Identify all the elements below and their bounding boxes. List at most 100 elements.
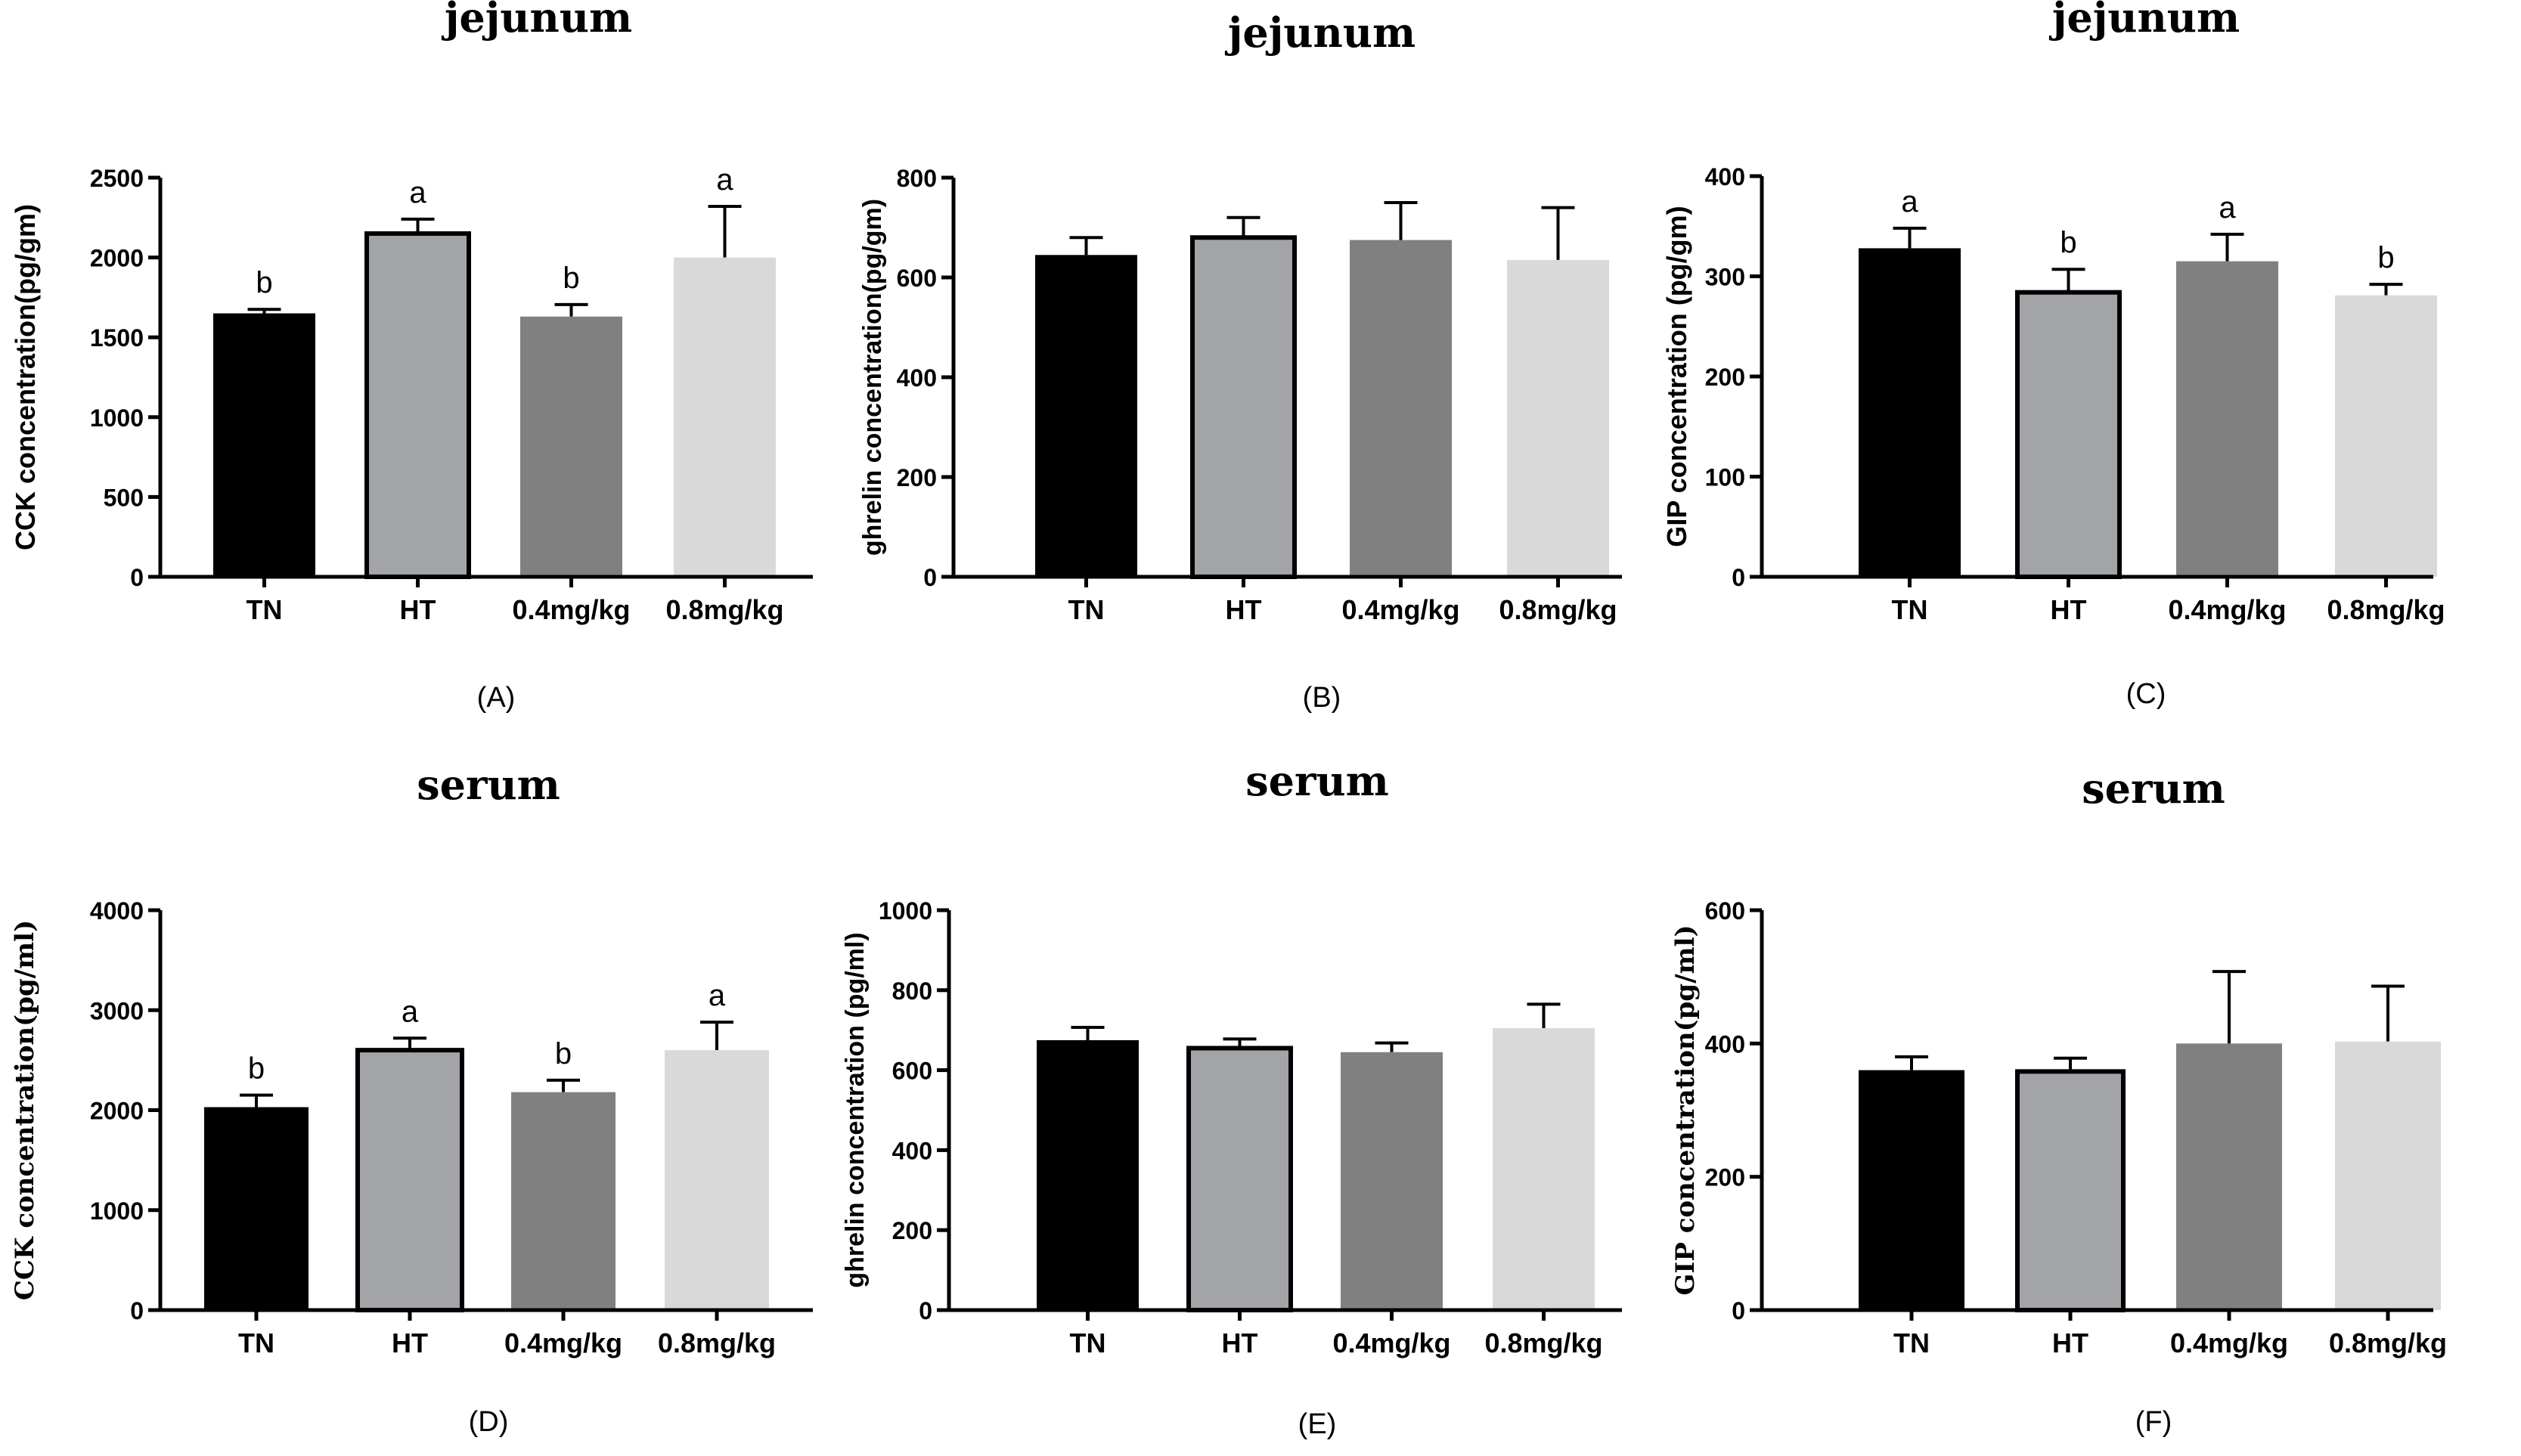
x-tick-label: 0.8mg/kg <box>2327 594 2445 625</box>
y-tick-label: 800 <box>897 165 937 192</box>
bar <box>665 1050 769 1310</box>
y-tick-label: 300 <box>1705 264 1745 291</box>
y-tick-label: 800 <box>892 977 932 1005</box>
panel-label: (E) <box>1298 1408 1337 1440</box>
chart-panel-c: jejunum GIP concentration (pg/gm) a TN b HT a 0… <box>1661 0 2445 710</box>
y-tick-label: 1000 <box>879 897 932 925</box>
x-tick-label: HT <box>1222 1327 1258 1358</box>
y-axis-label: GIP concentration (pg/gm) <box>1661 206 1692 547</box>
x-tick-label: 0.8mg/kg <box>2329 1327 2447 1358</box>
y-tick-label: 600 <box>897 265 937 292</box>
y-axis-label: CCK concentration(pg/gm) <box>10 204 41 550</box>
panel-label: (C) <box>2126 678 2166 710</box>
bar <box>2335 295 2437 577</box>
x-tick-label: 0.4mg/kg <box>2168 594 2286 625</box>
significance-label: a <box>1901 185 1918 218</box>
panel-label: (D) <box>469 1406 509 1438</box>
chart-title: serum <box>417 761 560 809</box>
bar <box>364 231 471 579</box>
bar <box>1859 1070 1964 1310</box>
y-tick-label: 200 <box>892 1217 932 1244</box>
significance-label: b <box>2377 241 2394 274</box>
x-tick-label: TN <box>1070 1327 1106 1358</box>
x-tick-label: 0.4mg/kg <box>1341 594 1459 625</box>
x-tick-label: HT <box>2052 1327 2088 1358</box>
significance-label: a <box>716 163 733 197</box>
y-tick-label: 400 <box>1705 1030 1745 1058</box>
y-axis-label: GIP concentration(pg/ml) <box>1670 925 1701 1295</box>
bar <box>1859 248 1961 577</box>
y-tick-label: 3000 <box>90 997 144 1024</box>
bar <box>213 313 315 577</box>
y-tick-label: 1500 <box>90 324 144 352</box>
y-axis-label: ghrelin concentration(pg/gm) <box>858 199 887 556</box>
bar <box>1350 240 1452 577</box>
significance-label: b <box>248 1052 265 1086</box>
bar <box>2176 261 2278 577</box>
chart-panel-a: jejunum CCK concentration(pg/gm) b TN a HT b 0.… <box>10 0 813 714</box>
bar <box>2176 1043 2282 1310</box>
x-tick-label: HT <box>1226 594 1262 625</box>
y-axis-label: CCK concentration(pg/ml) <box>10 920 40 1300</box>
bar <box>204 1107 309 1310</box>
y-tick-label: 400 <box>897 364 937 392</box>
significance-label: a <box>709 979 726 1012</box>
x-tick-label: HT <box>2051 594 2087 625</box>
bar <box>2015 290 2122 579</box>
significance-label: b <box>2060 226 2076 259</box>
bar <box>674 257 776 577</box>
bar <box>1493 1028 1595 1310</box>
x-tick-label: TN <box>1893 1327 1930 1358</box>
chart-title: jejunum <box>441 0 632 42</box>
significance-label: b <box>555 1037 572 1070</box>
significance-label: a <box>402 995 419 1028</box>
significance-label: b <box>256 266 272 299</box>
x-tick-label: HT <box>392 1327 428 1358</box>
bar <box>511 1092 616 1310</box>
y-tick-label: 400 <box>1705 163 1745 191</box>
y-tick-label: 2000 <box>90 245 144 272</box>
bar <box>1341 1052 1443 1310</box>
bar <box>1035 255 1137 577</box>
y-axis-label: ghrelin concentration (pg/ml) <box>841 932 870 1287</box>
chart-panel-d: serum CCK concentration(pg/ml) b TN a HT b 0.4m… <box>10 761 813 1438</box>
chart-title: jejunum <box>2048 0 2240 42</box>
bar <box>1037 1039 1139 1310</box>
y-tick-label: 200 <box>1705 1164 1745 1191</box>
x-tick-label: HT <box>400 594 436 625</box>
x-tick-label: 0.4mg/kg <box>1332 1327 1450 1358</box>
bar <box>2015 1069 2126 1312</box>
y-tick-label: 600 <box>892 1058 932 1085</box>
panel-label: (B) <box>1303 682 1341 714</box>
x-tick-label: TN <box>238 1327 274 1358</box>
y-tick-label: 0 <box>130 564 144 591</box>
x-tick-label: TN <box>1892 594 1928 625</box>
x-tick-label: TN <box>1068 594 1105 625</box>
significance-label: a <box>409 176 426 209</box>
chart-panel-e: serum ghrelin concentration (pg/ml) TN HT 0.… <box>841 757 1622 1440</box>
bar <box>2335 1041 2441 1310</box>
bar <box>1507 259 1609 577</box>
panel-label: (F) <box>2135 1406 2172 1438</box>
bar <box>1186 1046 1293 1312</box>
x-tick-label: 0.4mg/kg <box>512 594 630 625</box>
x-tick-label: TN <box>247 594 283 625</box>
y-tick-label: 2000 <box>90 1098 144 1125</box>
y-tick-label: 200 <box>897 464 937 491</box>
significance-label: b <box>563 262 579 295</box>
y-tick-label: 4000 <box>90 897 144 925</box>
y-tick-label: 1000 <box>90 1197 144 1225</box>
x-tick-label: 0.4mg/kg <box>2170 1327 2288 1358</box>
panel-label: (A) <box>477 682 516 714</box>
y-tick-label: 100 <box>1705 464 1745 491</box>
y-tick-label: 1000 <box>90 404 144 432</box>
bar <box>355 1048 464 1313</box>
y-tick-label: 600 <box>1705 897 1745 925</box>
chart-title: jejunum <box>1224 8 1416 57</box>
bar <box>520 316 622 577</box>
y-tick-label: 0 <box>1732 564 1745 591</box>
y-tick-label: 0 <box>1732 1297 1745 1324</box>
y-tick-label: 0 <box>919 1297 932 1324</box>
bar <box>1190 235 1297 579</box>
